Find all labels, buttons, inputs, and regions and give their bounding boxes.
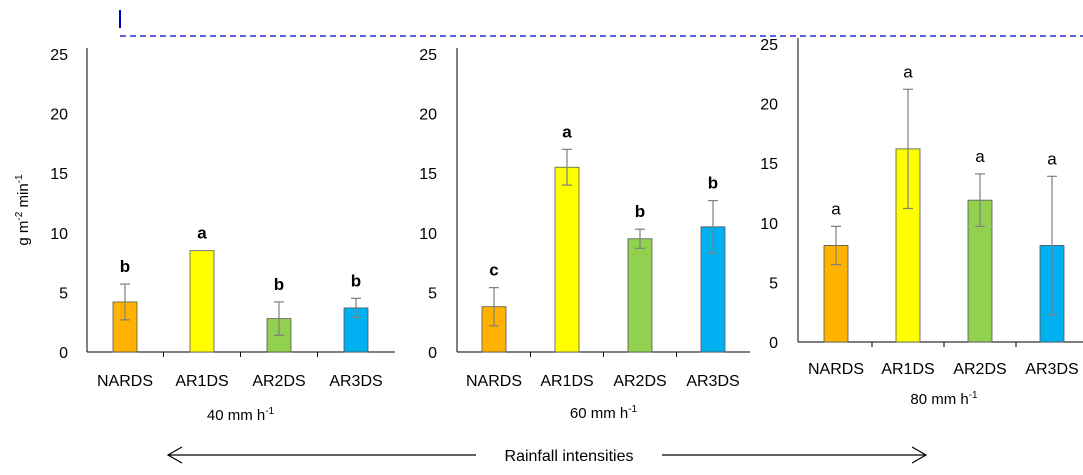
intensity-value: 60 mm h [570, 405, 628, 422]
category-label: AR1DS [175, 373, 228, 390]
category-label: AR3DS [1025, 361, 1078, 378]
rainfall-intensities-arrow: Rainfall intensities [166, 446, 928, 465]
chart-panel-40: 0 5 10 15 20 25 b NARDS a AR1DS b AR2DS b AR3DS 40 mm … [50, 47, 395, 424]
y-tick-label: 10 [419, 226, 437, 243]
category-label: AR2DS [953, 361, 1006, 378]
significance-letter: b [635, 202, 645, 221]
y-tick-label: 20 [50, 107, 68, 124]
bar-ar1ds [189, 250, 215, 353]
chart-panel-60: 0 5 10 15 20 25 c NARDS a AR1DS b AR2DS b AR3DS 60 mm … [419, 47, 750, 422]
intensity-exp: -1 [628, 404, 637, 415]
y-tick-label: 5 [769, 275, 778, 292]
significance-letter: a [975, 147, 985, 166]
significance-letter: a [562, 122, 572, 141]
y-tick-label: 10 [760, 216, 778, 233]
intensity-value: 80 mm h [910, 391, 968, 408]
significance-letter: a [903, 62, 913, 81]
category-label: NARDS [466, 373, 522, 390]
category-label: AR3DS [686, 373, 739, 390]
y-tick-label: 20 [419, 107, 437, 124]
significance-letter: c [489, 261, 498, 280]
bar-ar2ds [627, 238, 653, 353]
category-label: AR3DS [329, 373, 382, 390]
significance-letter: a [1047, 149, 1057, 168]
y-tick-label: 0 [59, 345, 68, 362]
y-axis-label-base: g m [15, 221, 32, 246]
y-tick-label: 15 [419, 166, 437, 183]
intensity-label: 60 mm h-1 [570, 404, 638, 422]
category-label: AR1DS [540, 373, 593, 390]
y-axis-label: g m-2 min-1 [14, 174, 32, 246]
intensity-exp: -1 [969, 390, 978, 401]
rainfall-intensities-label: Rainfall intensities [505, 448, 634, 465]
chart-panels: 0 5 10 15 20 25 b NARDS a AR1DS b AR2DS b AR3DS 40 mm … [50, 37, 1083, 424]
y-tick-label: 25 [419, 47, 437, 64]
chart-panel-80: 0 5 10 15 20 25 a NARDS a AR1DS a AR2DS a AR3DS 80 mm … [760, 37, 1083, 408]
significance-letter: a [197, 224, 207, 243]
y-tick-label: 0 [428, 345, 437, 362]
y-tick-label: 25 [50, 47, 68, 64]
intensity-label: 40 mm h-1 [207, 406, 275, 424]
bar-ar1ds [554, 166, 580, 353]
category-label: AR1DS [881, 361, 934, 378]
significance-letter: b [120, 257, 130, 276]
category-label: AR2DS [613, 373, 666, 390]
y-axis-label-mid: min [15, 183, 32, 211]
y-tick-label: 15 [50, 166, 68, 183]
category-label: NARDS [808, 361, 864, 378]
intensity-exp: -1 [265, 406, 274, 417]
intensity-value: 40 mm h [207, 407, 265, 424]
y-tick-label: 0 [769, 335, 778, 352]
significance-letter: a [831, 199, 841, 218]
intensity-label: 80 mm h-1 [910, 390, 978, 408]
category-label: AR2DS [252, 373, 305, 390]
significance-letter: b [708, 174, 718, 193]
y-tick-label: 5 [59, 285, 68, 302]
y-tick-label: 5 [428, 285, 437, 302]
y-tick-label: 20 [760, 97, 778, 114]
y-tick-label: 25 [760, 37, 778, 54]
significance-letter: b [274, 275, 284, 294]
category-label: NARDS [97, 373, 153, 390]
y-tick-label: 10 [50, 226, 68, 243]
y-tick-label: 15 [760, 156, 778, 173]
y-axis-label-exp1: -2 [14, 211, 25, 220]
y-axis-label-exp2: -1 [14, 174, 25, 183]
significance-letter: b [351, 271, 361, 290]
